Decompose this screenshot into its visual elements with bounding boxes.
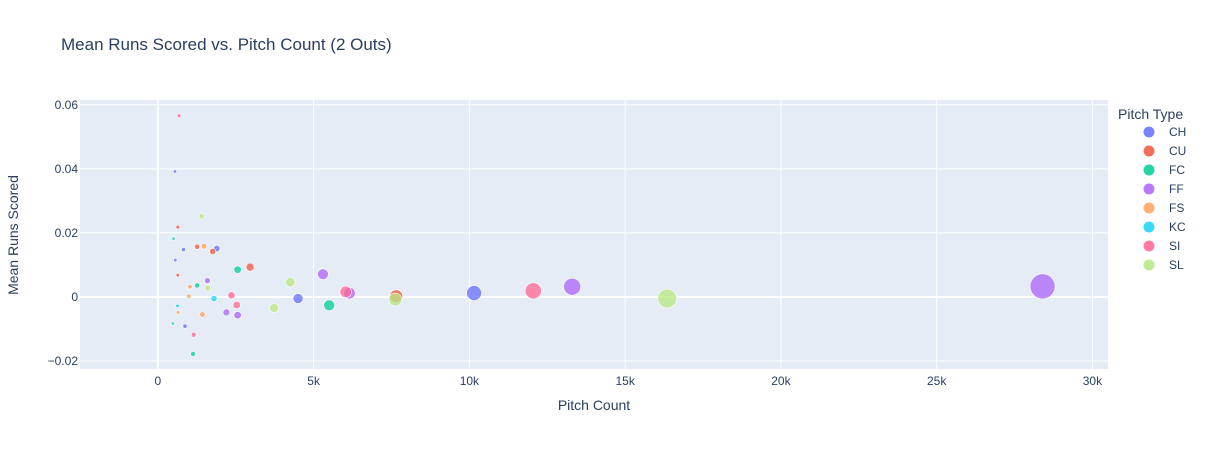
data-point-cu [176,273,180,277]
legend-marker-cu [1144,146,1155,157]
legend-marker-ff [1144,184,1155,195]
x-tick-label: 30k [1083,374,1103,388]
chart-title: Mean Runs Scored vs. Pitch Count (2 Outs… [61,35,392,54]
data-point-ff [234,311,242,319]
data-point-kc [176,304,180,308]
legend-label-si: SI [1169,239,1180,253]
data-point-cu [176,225,180,229]
x-tick-label: 5k [307,374,321,388]
y-tick-label: 0.02 [55,226,79,240]
data-point-sl [205,285,211,291]
data-point-ff [1030,274,1055,299]
data-point-fs [186,294,191,299]
data-point-cu [194,244,199,249]
legend-marker-fs [1144,203,1155,214]
y-tick-label: −0.02 [48,354,79,368]
data-point-sl [270,304,279,313]
data-point-fc [172,237,175,240]
y-tick-label: 0.04 [55,162,79,176]
legend-label-fc: FC [1169,163,1185,177]
legend-label-kc: KC [1169,220,1186,234]
data-point-cu [210,248,216,254]
y-axis-title: Mean Runs Scored [5,175,21,295]
data-point-ff [318,269,329,280]
data-point-si [233,301,240,308]
legend-title: Pitch Type [1118,106,1183,122]
data-point-kc [211,295,217,301]
data-point-ch [181,247,185,251]
data-point-ch [293,294,303,304]
data-point-fc [191,351,196,356]
y-tick-label: 0 [71,290,78,304]
data-point-fs [200,312,206,318]
data-point-fc [171,322,174,325]
data-point-cu [246,263,254,271]
data-point-fs [201,243,207,249]
data-point-ff [204,278,210,284]
data-point-ch [183,324,187,328]
x-tick-label: 10k [460,374,480,388]
legend-marker-sl [1144,260,1155,271]
data-point-fs [188,284,193,289]
y-axis-ticks: −0.02 0 0.02 0.04 0.06 [48,98,79,368]
y-tick-label: 0.06 [55,98,79,112]
data-point-ch [173,170,176,173]
legend-marker-ch [1144,127,1155,138]
data-point-si [177,114,181,118]
legend-marker-fc [1144,165,1155,176]
data-point-ch [174,258,178,262]
x-axis-title: Pitch Count [558,397,630,413]
data-point-fc [194,283,199,288]
legend: Pitch Type CH CU FC FF FS KC SI SL [1118,106,1186,272]
x-tick-label: 0 [155,374,162,388]
legend-label-cu: CU [1169,144,1186,158]
data-point-si [525,283,541,299]
plot-area [80,100,1108,369]
legend-label-fs: FS [1169,201,1184,215]
legend-label-ff: FF [1169,182,1184,196]
x-tick-label: 20k [771,374,791,388]
x-tick-label: 25k [927,374,947,388]
data-point-si [191,332,196,337]
data-point-ff [223,309,230,316]
legend-marker-kc [1144,222,1155,233]
legend-label-ch: CH [1169,125,1186,139]
legend-label-sl: SL [1169,258,1184,272]
data-point-fc [234,266,242,274]
data-point-si [340,286,352,298]
data-point-si [228,292,235,299]
x-axis-ticks: 0 5k 10k 15k 20k 25k 30k [155,374,1104,388]
x-tick-label: 15k [615,374,635,388]
data-point-sl [658,289,677,308]
data-point-ff [564,278,581,295]
data-point-fs [176,310,180,314]
data-point-fc [324,300,335,311]
data-point-sl [285,277,295,287]
legend-marker-si [1144,241,1155,252]
data-point-ch [467,286,482,301]
data-point-sl [199,213,205,219]
data-point-sl [389,293,402,306]
